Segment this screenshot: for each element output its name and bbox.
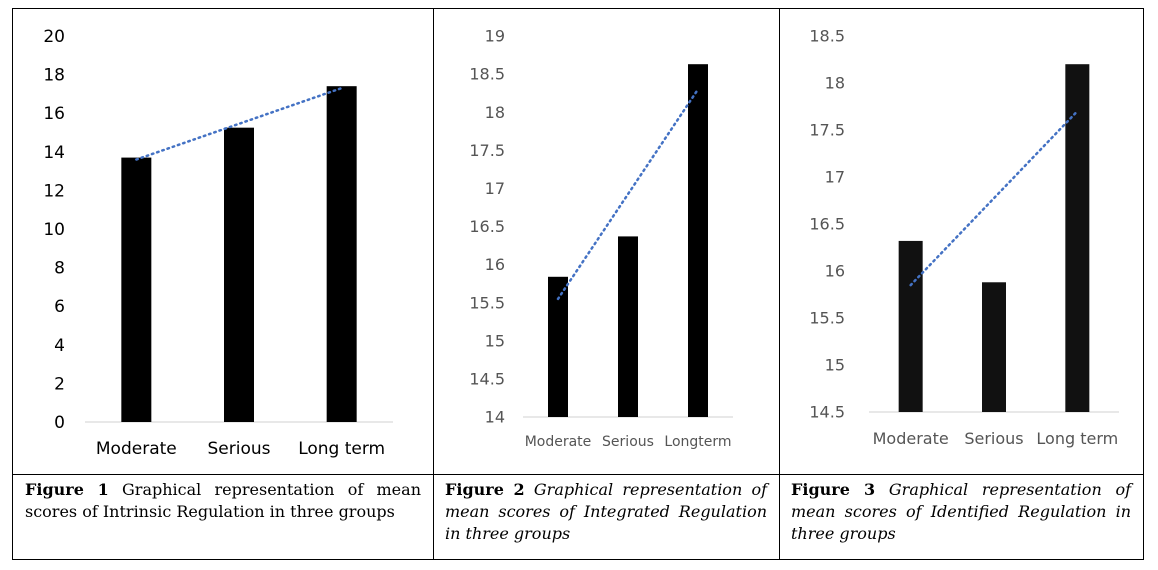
y-tick-label: 0 [54, 413, 65, 433]
figure-1-label: Figure 1 [25, 480, 109, 499]
x-tick-label: Serious [964, 429, 1023, 448]
y-tick-label: 15.5 [469, 293, 505, 312]
column-divider [433, 9, 434, 559]
figure-3-chart: 14.5 15 15.5 16 16.5 17 17.5 18 18.5 Moderate Seri… [809, 27, 1119, 448]
y-tick-label: 18 [825, 74, 845, 93]
figure-1-caption: Figure 1 Graphical representation of mea… [13, 475, 433, 559]
y-tick-label: 2 [54, 374, 65, 394]
y-tick-label: 14.5 [809, 403, 845, 422]
bar-moderate [121, 157, 152, 422]
y-tick-label: 12 [43, 181, 65, 201]
x-tick-label: Moderate [873, 429, 949, 448]
figure-2-label: Figure 2 [445, 480, 525, 499]
y-tick-label: 14.5 [469, 370, 505, 389]
y-tick-label: 6 [54, 297, 65, 317]
figure-3-caption: Figure 3 Graphical representation of mea… [779, 475, 1143, 559]
y-tick-label: 18.5 [469, 65, 505, 84]
x-tick-label: Long term [298, 439, 385, 459]
trend-line [556, 88, 700, 301]
bar-moderate [548, 276, 568, 417]
y-tick-label: 19 [485, 27, 505, 46]
y-tick-label: 15 [825, 356, 845, 375]
y-tick-label: 17 [825, 168, 845, 187]
y-tick-label: 17.5 [809, 121, 845, 140]
y-tick-label: 16.5 [809, 215, 845, 234]
trend-line [909, 109, 1079, 287]
bar-long-term [1065, 64, 1090, 412]
bar-moderate [898, 240, 923, 412]
y-tick-label: 15 [485, 331, 505, 350]
x-tick-label: Serious [208, 439, 271, 459]
trend-line [135, 86, 343, 161]
y-tick-label: 18 [485, 103, 505, 122]
bar-serious [618, 236, 638, 417]
figure-2-cell: 14 14.5 15 15.5 16 16.5 17 17.5 18 18.5 19 Moderate… [433, 9, 779, 475]
y-tick-label: 15.5 [809, 309, 845, 328]
y-tick-label: 17 [485, 179, 505, 198]
y-tick-label: 16.5 [469, 217, 505, 236]
bar-longterm [688, 64, 708, 417]
column-divider [779, 9, 780, 559]
x-tick-label: Longterm [664, 434, 731, 450]
figure-3-caption-text: Graphical representation of mean scores … [791, 480, 1131, 543]
y-tick-label: 18 [43, 66, 65, 86]
y-tick-label: 16 [825, 262, 845, 281]
figure-table: 0 2 4 6 8 10 12 14 16 18 20 Moderate Serious Long ter… [12, 8, 1144, 560]
y-tick-label: 17.5 [469, 141, 505, 160]
figure-2-chart: 14 14.5 15 15.5 16 16.5 17 17.5 18 18.5 19 Moderate… [469, 27, 733, 450]
figure-2-caption: Figure 2 Graphical representation of mea… [433, 475, 779, 559]
bar-long-term [326, 86, 357, 423]
figure-1-cell: 0 2 4 6 8 10 12 14 16 18 20 Moderate Serious Long ter… [13, 9, 433, 475]
figure-3-cell: 14.5 15 15.5 16 16.5 17 17.5 18 18.5 Moderate Seri… [779, 9, 1143, 475]
y-tick-label: 16 [43, 104, 65, 124]
y-tick-label: 10 [43, 220, 65, 240]
y-tick-label: 16 [485, 255, 505, 274]
bar-serious [224, 127, 254, 423]
x-tick-label: Moderate [96, 439, 177, 459]
x-tick-label: Serious [602, 434, 654, 450]
y-tick-label: 14 [485, 408, 505, 427]
figure-3-label: Figure 3 [791, 480, 876, 499]
figure-2-caption-text: Graphical representation of mean scores … [445, 480, 767, 543]
figure-1-caption-text: Graphical representation of mean scores … [25, 480, 421, 521]
figure-1-chart: 0 2 4 6 8 10 12 14 16 18 20 Moderate Serious Long ter… [43, 27, 393, 459]
x-tick-label: Long term [1036, 429, 1118, 448]
y-tick-label: 18.5 [809, 27, 845, 46]
y-tick-label: 8 [54, 259, 65, 279]
y-tick-label: 14 [43, 143, 65, 163]
y-tick-label: 4 [54, 336, 65, 356]
bar-serious [982, 282, 1006, 412]
x-tick-label: Moderate [525, 434, 592, 450]
y-tick-label: 20 [43, 27, 65, 47]
